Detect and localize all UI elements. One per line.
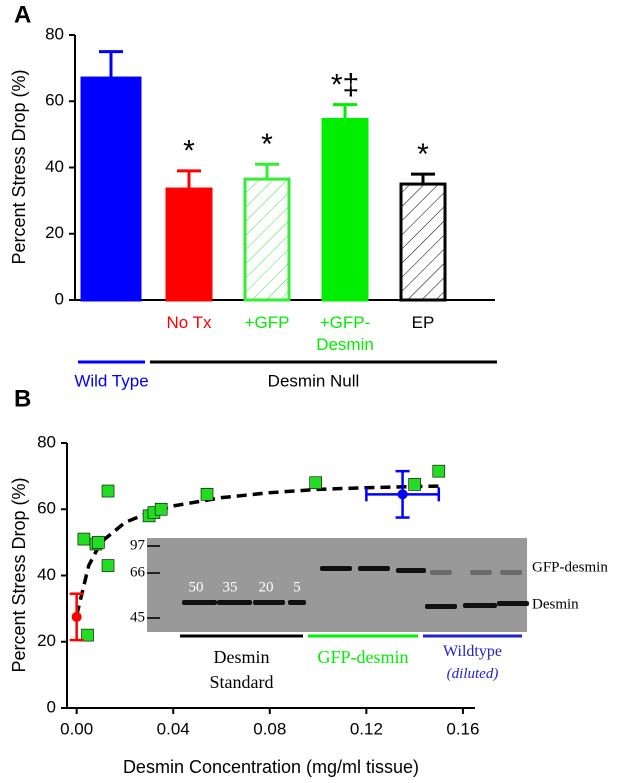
annotation: *‡ <box>331 68 359 101</box>
x-axis-label: Desmin Concentration (mg/ml tissue) <box>123 757 419 777</box>
y-tick-label: 40 <box>45 157 64 176</box>
lane-label: 5 <box>293 579 301 595</box>
y-tick-label: 80 <box>45 24 64 43</box>
blot-band <box>253 600 285 605</box>
annotation: * <box>417 138 429 171</box>
x-tick-label: EP <box>411 313 435 332</box>
panel-label: B <box>14 385 31 412</box>
lane-label: 35 <box>223 579 238 595</box>
lane-label: 20 <box>259 579 274 595</box>
point <box>71 611 82 622</box>
marker-label: 97 <box>130 537 146 553</box>
group-note: (diluted) <box>446 666 499 682</box>
point <box>101 559 115 572</box>
bar <box>243 177 291 302</box>
x-tick-label: 0.00 <box>60 719 93 738</box>
point <box>77 532 91 546</box>
blot-shade <box>147 538 527 632</box>
blot-band <box>182 600 217 605</box>
x-tick-label: 0.08 <box>253 719 286 738</box>
y-axis-label: Percent Stress Drop (%) <box>9 69 29 264</box>
blot-band <box>396 568 426 573</box>
point <box>81 628 94 642</box>
annotation: * <box>183 135 195 168</box>
point <box>154 502 168 516</box>
x-tick-label: +GFP-Desmin <box>316 313 374 354</box>
x-tick-label: +GFP <box>244 313 290 332</box>
x-tick-label: 0.04 <box>157 719 190 738</box>
panel-label: A <box>14 1 31 28</box>
blot-band <box>470 570 492 575</box>
y-tick-label: 80 <box>37 432 56 451</box>
y-tick-label: 20 <box>37 631 56 650</box>
marker-label: 45 <box>130 609 145 625</box>
band-label: GFP-desmin <box>532 559 608 575</box>
y-tick-label: 60 <box>37 499 56 518</box>
y-tick-label: 0 <box>47 697 56 716</box>
group-label: GFP-desmin <box>317 647 409 667</box>
blot-band <box>430 570 452 575</box>
blot-band <box>425 604 457 609</box>
y-axis-label: Percent Stress Drop (%) <box>9 477 29 672</box>
blot-band <box>358 566 390 571</box>
bar <box>399 182 447 302</box>
blot-band <box>217 600 252 605</box>
y-tick-label: 20 <box>45 223 64 242</box>
bar <box>165 187 213 302</box>
y-tick-label: 40 <box>37 565 56 584</box>
point <box>200 488 214 501</box>
point <box>309 476 322 490</box>
band-label: Desmin <box>532 596 579 612</box>
bar <box>80 76 142 302</box>
point <box>92 536 105 549</box>
point <box>101 484 115 498</box>
group-label: Wildtype <box>443 643 502 660</box>
group-label: Wild Type <box>74 371 148 390</box>
blot-band <box>497 601 529 606</box>
point <box>397 489 408 500</box>
x-tick-label: 0.12 <box>350 719 383 738</box>
y-tick-label: 60 <box>45 91 64 110</box>
blot-band <box>463 603 497 608</box>
y-tick-label: 0 <box>55 289 64 308</box>
bar <box>321 117 369 302</box>
blot-band <box>500 570 522 575</box>
marker-label: 66 <box>130 564 146 580</box>
x-tick-label: 0.16 <box>446 719 479 738</box>
blot-band <box>288 600 306 605</box>
point <box>432 464 446 478</box>
annotation: * <box>261 128 273 161</box>
group-label: Desmin Null <box>268 371 360 390</box>
point <box>408 478 421 491</box>
x-tick-label: No Tx <box>166 313 212 332</box>
blot-band <box>320 566 352 571</box>
group-label: Desmin Standard <box>209 647 274 692</box>
lane-label: 50 <box>189 579 204 595</box>
